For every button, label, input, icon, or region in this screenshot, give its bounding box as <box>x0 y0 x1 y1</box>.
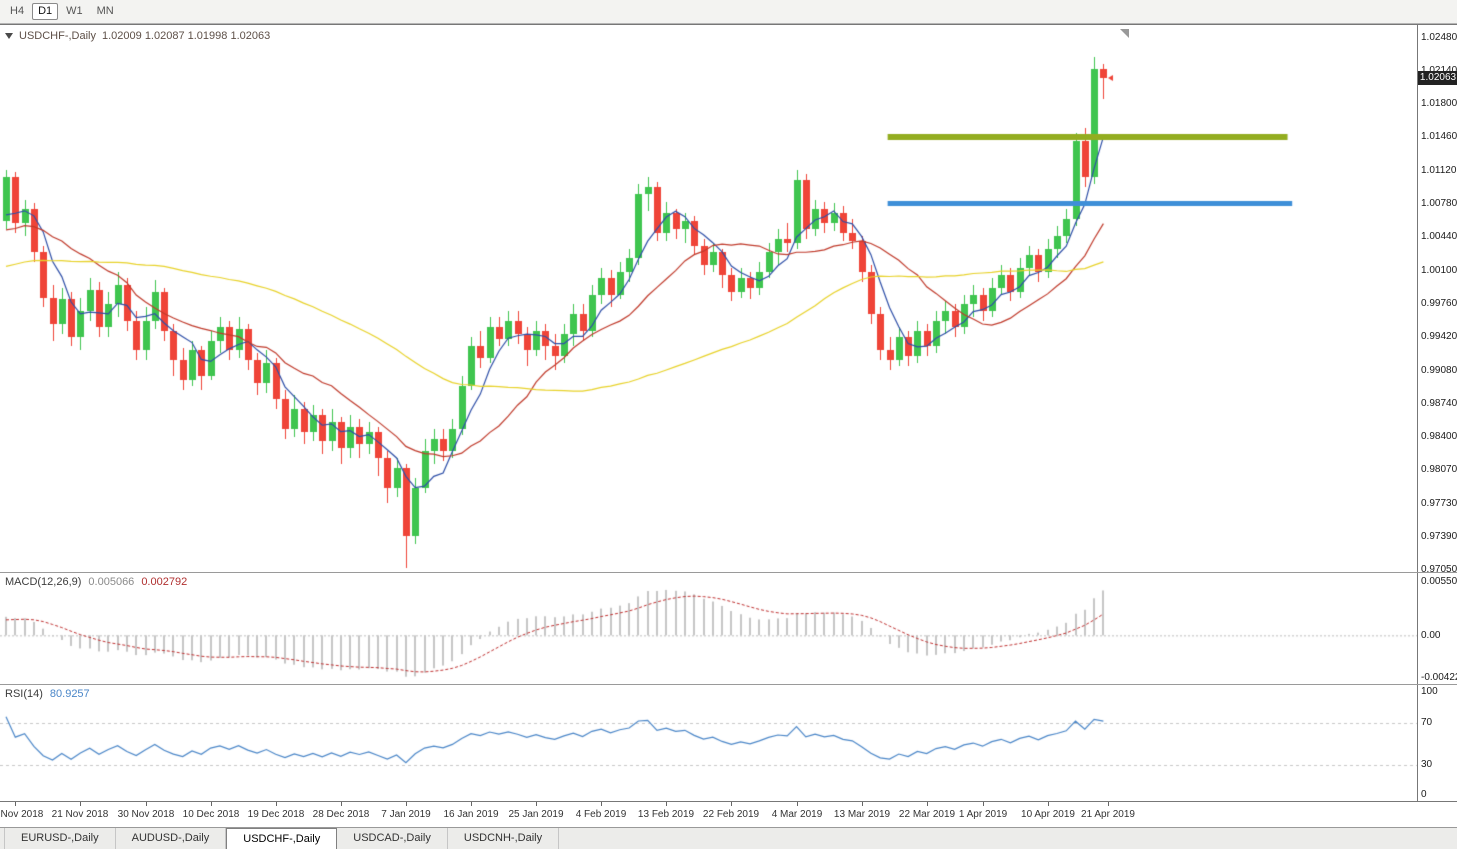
price-tick-label: 1.01800 <box>1421 98 1457 110</box>
time-tick-label: 13 Feb 2019 <box>637 809 695 820</box>
chart-info-line: USDCHF-,Daily 1.02009 1.02087 1.01998 1.… <box>5 30 270 42</box>
rsi-canvas[interactable] <box>0 685 1417 801</box>
time-tick <box>471 802 472 806</box>
chart-tab-bar: EURUSD-,Daily AUDUSD-,Daily USDCHF-,Daily U… <box>0 827 1457 849</box>
time-tick <box>983 802 984 806</box>
time-tick-label: 1 Apr 2019 <box>958 809 1008 820</box>
time-tick-label: 19 Dec 2018 <box>247 809 305 820</box>
symbol-dropdown-icon <box>5 33 13 39</box>
chart-tab-audusd-daily[interactable]: AUDUSD-,Daily <box>116 828 227 849</box>
main-chart-plot: USDCHF-,Daily 1.02009 1.02087 1.01998 1.… <box>0 25 1417 572</box>
rsi-tick-label: 0 <box>1421 789 1427 800</box>
time-tick-label: 12 Nov 2018 <box>0 809 44 820</box>
price-tick-label: 1.00100 <box>1421 264 1457 276</box>
time-tick <box>406 802 407 806</box>
rsi-name: RSI(14) <box>5 688 43 700</box>
timeframe-button-d1[interactable]: D1 <box>32 3 59 20</box>
macd-canvas[interactable] <box>0 573 1417 684</box>
time-tick <box>1048 802 1049 806</box>
time-tick <box>601 802 602 806</box>
time-tick-label: 25 Jan 2019 <box>508 809 564 820</box>
time-tick <box>536 802 537 806</box>
symbol-label: USDCHF-,Daily <box>19 30 96 42</box>
time-tick <box>927 802 928 806</box>
chart-window: USDCHF-,Daily 1.02009 1.02087 1.01998 1.… <box>0 24 1457 827</box>
time-axis[interactable]: 12 Nov 2018 21 Nov 2018 30 Nov 2018 10 Dec … <box>0 802 1457 827</box>
time-tick <box>276 802 277 806</box>
macd-pane: MACD(12,26,9) 0.005066 0.002792 0.005508… <box>0 573 1457 685</box>
price-tick-label: 0.99420 <box>1421 331 1457 343</box>
rsi-tick-label: 100 <box>1421 686 1438 697</box>
time-tick <box>666 802 667 806</box>
macd-name: MACD(12,26,9) <box>5 576 82 588</box>
main-chart-canvas[interactable] <box>0 25 1417 572</box>
time-tick-label: 4 Mar 2019 <box>771 809 823 820</box>
price-tick-label: 0.97390 <box>1421 531 1457 542</box>
current-price-tag: 1.02063 <box>1418 71 1457 85</box>
rsi-axis[interactable]: 100 70 30 0 <box>1417 685 1457 801</box>
macd-axis[interactable]: 0.005508 0.00 -0.004221 <box>1417 573 1457 684</box>
price-tick-label: 0.97730 <box>1421 497 1457 509</box>
price-tick-label: 1.01460 <box>1421 131 1457 143</box>
time-tick <box>862 802 863 806</box>
ohlc-values: 1.02009 1.02087 1.01998 1.02063 <box>102 30 271 42</box>
time-tick <box>731 802 732 806</box>
chart-tab-usdcad-daily[interactable]: USDCAD-,Daily <box>337 828 448 849</box>
price-tick-label: 1.02480 <box>1421 31 1457 43</box>
timeframe-button-h4[interactable]: H4 <box>10 5 25 17</box>
macd-main-value: 0.005066 <box>88 576 135 588</box>
rsi-value: 80.9257 <box>49 688 90 700</box>
timeframe-button-mn[interactable]: MN <box>96 5 114 17</box>
macd-tick-label: -0.004221 <box>1421 671 1457 683</box>
time-tick-label: 10 Dec 2018 <box>182 809 240 820</box>
price-tick-label: 0.99760 <box>1421 297 1457 309</box>
price-tick-label: 0.98070 <box>1421 464 1457 476</box>
chart-tab-eurusd-daily[interactable]: EURUSD-,Daily <box>4 828 116 849</box>
time-tick <box>211 802 212 806</box>
time-tick <box>797 802 798 806</box>
chart-tab-usdcnh-daily[interactable]: USDCNH-,Daily <box>448 828 560 849</box>
price-axis[interactable]: 1.02063 1.02480 1.02140 1.01800 1.01460 1.01… <box>1417 25 1457 576</box>
chart-tab-usdchf-daily[interactable]: USDCHF-,Daily <box>226 828 338 849</box>
time-tick <box>341 802 342 806</box>
price-tick-label: 0.98400 <box>1421 431 1457 443</box>
price-tick-label: 1.02140 <box>1421 65 1457 76</box>
time-tick-label: 7 Jan 2019 <box>381 809 431 820</box>
price-tick-label: 0.99080 <box>1421 364 1457 376</box>
time-tick-label: 22 Mar 2019 <box>898 809 956 820</box>
macd-label: MACD(12,26,9) 0.005066 0.002792 <box>5 576 187 588</box>
rsi-plot: RSI(14) 80.9257 <box>0 685 1417 801</box>
time-tick-label: 13 Mar 2019 <box>833 809 891 820</box>
price-tick-label: 1.00780 <box>1421 198 1457 209</box>
time-tick-label: 30 Nov 2018 <box>117 809 175 820</box>
time-tick-label: 21 Apr 2019 <box>1081 809 1135 820</box>
rsi-tick-label: 70 <box>1421 717 1433 728</box>
time-tick <box>146 802 147 806</box>
price-tick-label: 0.97050 <box>1421 564 1457 576</box>
timeframe-toolbar: H4 D1 W1 MN <box>0 0 1457 24</box>
main-chart-pane: USDCHF-,Daily 1.02009 1.02087 1.01998 1.… <box>0 25 1457 576</box>
macd-tick-label: 0.00 <box>1421 629 1441 641</box>
time-tick-label: 22 Feb 2019 <box>702 809 760 820</box>
price-tick-label: 1.00440 <box>1421 231 1457 243</box>
time-tick-label: 4 Feb 2019 <box>575 809 627 820</box>
timeframe-button-w1[interactable]: W1 <box>66 5 83 17</box>
time-tick-label: 21 Nov 2018 <box>51 809 109 820</box>
time-tick-label: 28 Dec 2018 <box>312 809 370 820</box>
price-tick-label: 1.01120 <box>1421 164 1457 176</box>
macd-signal-value: 0.002792 <box>141 576 188 588</box>
time-tick <box>80 802 81 806</box>
rsi-label: RSI(14) 80.9257 <box>5 688 90 700</box>
time-tick <box>15 802 16 806</box>
price-tick-label: 0.98740 <box>1421 397 1457 409</box>
time-tick-label: 10 Apr 2019 <box>1021 809 1075 820</box>
time-tick <box>1108 802 1109 806</box>
rsi-tick-label: 30 <box>1421 759 1433 770</box>
macd-plot: MACD(12,26,9) 0.005066 0.002792 <box>0 573 1417 684</box>
time-tick-label: 16 Jan 2019 <box>443 809 499 820</box>
macd-tick-label: 0.005508 <box>1421 575 1457 587</box>
rsi-pane: RSI(14) 80.9257 100 70 30 0 <box>0 685 1457 802</box>
chart-shift-marker[interactable] <box>1120 29 1129 38</box>
